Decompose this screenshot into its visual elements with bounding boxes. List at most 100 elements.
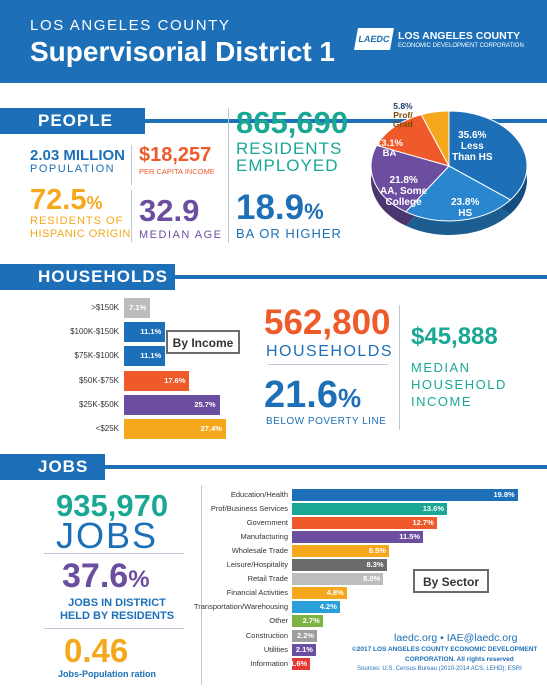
income-bar-label-100k-150k: $100K-$150K bbox=[70, 327, 119, 337]
people-divider-3 bbox=[228, 108, 229, 243]
median-household-income-label: MEDIAN HOUSEHOLD INCOME bbox=[411, 360, 507, 409]
pie-slice-hs bbox=[404, 165, 512, 222]
jobs-vertical-divider bbox=[201, 485, 202, 685]
pie-slice-less-than-hs bbox=[448, 110, 528, 201]
people-divider-1 bbox=[131, 145, 132, 185]
sector-bar-government: 12.7% bbox=[292, 517, 437, 530]
people-divider bbox=[145, 119, 547, 123]
header-subtitle: LOS ANGELES COUNTY bbox=[30, 17, 231, 34]
households-vertical-divider bbox=[399, 305, 400, 430]
sector-bar-label-leisure-hospitality: Leisure/Hospitality bbox=[226, 560, 288, 570]
sector-bar-leisure-hospitality: 8.3% bbox=[292, 559, 387, 572]
income-bar-value-50k-75k: 17.6% bbox=[164, 375, 186, 385]
jobs-stat-divider-2 bbox=[44, 628, 184, 629]
pie-label-hs: 23.8% HS bbox=[451, 197, 480, 219]
sector-bar-value-retail-trade: 8.0% bbox=[363, 574, 381, 584]
sector-bar-label-information: Information bbox=[250, 658, 288, 668]
pie-slice-ba bbox=[375, 114, 451, 167]
income-bar-75k-100k: 11.1% bbox=[124, 346, 166, 367]
jobs-divider bbox=[105, 465, 547, 469]
sector-bar-value-construction: 2.2% bbox=[296, 630, 315, 640]
sector-bar-utilities: 2.1% bbox=[292, 643, 316, 656]
education-pie-chart bbox=[370, 110, 528, 235]
households-count-value: 562,800 bbox=[264, 303, 391, 342]
sector-bar-label-other: Other bbox=[269, 616, 288, 626]
jobs-held-by-residents-value: 37.6% bbox=[62, 557, 150, 595]
residents-employed-label-2: EMPLOYED bbox=[236, 156, 339, 175]
footer-contact: laedc.org • IAE@laedc.org bbox=[394, 632, 518, 644]
jobs-stat-divider-1 bbox=[44, 553, 184, 554]
sector-bar-label-retail-trade: Retail Trade bbox=[247, 574, 288, 584]
income-bar-label-25k-50k: $25K-$50K bbox=[78, 399, 119, 409]
people-divider-2 bbox=[131, 190, 132, 242]
jobs-count-value: 935,970 bbox=[56, 488, 169, 523]
logo-tagline: ECONOMIC DEVELOPMENT CORPORATION bbox=[398, 43, 524, 49]
pie-label-ba: 13.1% BA bbox=[376, 138, 403, 159]
residents-employed-label-1: RESIDENTS bbox=[236, 139, 343, 158]
income-bar-value-75k-100k: 11.1% bbox=[140, 351, 162, 361]
sector-bar-transportation-warehousing: 4.2% bbox=[292, 601, 340, 614]
sector-bar-label-manufacturing: Manufacturing bbox=[240, 532, 288, 542]
sector-bar-financial-activities: 4.8% bbox=[292, 587, 347, 600]
sector-bar-label-construction: Construction bbox=[245, 630, 288, 640]
income-bar-label-75k-100k: $75K-$100K bbox=[74, 351, 119, 361]
sector-bar-information: 1.6% bbox=[290, 657, 311, 670]
pie-label-aa-some-college: 21.8% AA, Some College bbox=[380, 175, 428, 208]
hispanic-label-1: RESIDENTS OF bbox=[30, 215, 124, 227]
sector-bar-other: 2.7% bbox=[292, 615, 323, 628]
sector-bar-label-prof-business-services: Prof/Business Services bbox=[210, 504, 288, 514]
households-stat-divider bbox=[268, 364, 388, 365]
sector-bar-value-transportation-warehousing: 4.2% bbox=[319, 602, 337, 612]
residents-employed-value: 865,690 bbox=[236, 105, 349, 140]
poverty-label: BELOW POVERTY LINE bbox=[266, 416, 387, 427]
sector-bar-value-other: 2.7% bbox=[302, 616, 320, 626]
income-bar-label-under-25k: <$25K bbox=[95, 424, 119, 433]
income-bar-over-150k: 7.1% bbox=[124, 298, 151, 318]
footer-sources: Sources: U.S. Census Bureau (2010-2014 A… bbox=[357, 666, 522, 672]
jobs-held-by-residents-label: JOBS IN DISTRICT HELD BY RESIDENTS bbox=[59, 597, 175, 622]
jobs-population-ratio-value: 0.46 bbox=[64, 632, 129, 669]
header-banner bbox=[0, 0, 547, 83]
sector-bar-label-utilities: Utilities bbox=[263, 644, 288, 654]
sector-bar-label-transportation-warehousing: Transportation/Warehousing bbox=[193, 602, 288, 612]
sector-bar-retail-trade: 8.0% bbox=[292, 573, 384, 586]
jobs-heading: JOBS bbox=[0, 454, 105, 480]
jobs-count-label: JOBS bbox=[56, 515, 159, 556]
jobs-population-ratio-label: Jobs-Population ration bbox=[58, 669, 156, 679]
by-sector-callout: By Sector bbox=[413, 569, 489, 593]
sector-bar-label-financial-activities: Financial Activities bbox=[226, 588, 288, 598]
households-divider bbox=[175, 275, 547, 279]
income-bar-value-under-25k: 27.4% bbox=[200, 424, 222, 433]
income-bar-value-25k-50k: 25.7% bbox=[194, 399, 216, 409]
sector-bar-value-leisure-hospitality: 8.3% bbox=[366, 560, 384, 570]
sector-bar-label-government: Government bbox=[246, 518, 288, 528]
sector-bar-value-manufacturing: 11.5% bbox=[399, 532, 421, 542]
sector-bar-value-education-health: 19.8% bbox=[493, 490, 515, 499]
sector-bar-value-wholesale-trade: 8.5% bbox=[368, 546, 386, 556]
income-bar-value-over-150k: 7.1% bbox=[129, 303, 147, 312]
median-age-label: MEDIAN AGE bbox=[139, 229, 223, 241]
pie-label-less-than-hs: 35.6% Less Than HS bbox=[452, 130, 493, 163]
footer-copyright-1: ©2017 LOS ANGELES COUNTY ECONOMIC DEVELO… bbox=[352, 646, 538, 653]
logo-name: LOS ANGELES COUNTY bbox=[398, 30, 521, 42]
sector-bar-label-education-health: Education/Health bbox=[230, 490, 288, 499]
sector-bar-education-health: 19.8% bbox=[292, 489, 518, 501]
per-capita-income-label: PER CAPITA INCOME bbox=[139, 167, 215, 176]
laedc-logo-mark: LAEDC bbox=[354, 28, 394, 50]
sector-bar-value-prof-business-services: 13.6% bbox=[422, 504, 445, 514]
income-bar-label-over-150k: >$150K bbox=[91, 303, 119, 312]
income-bar-under-25k: 27.4% bbox=[124, 419, 226, 439]
population-label: POPULATION bbox=[30, 163, 116, 175]
per-capita-income-value: $18,257 bbox=[139, 144, 212, 166]
ba-or-higher-value: 18.9% bbox=[236, 188, 324, 227]
hispanic-value: 72.5% bbox=[30, 184, 103, 216]
by-income-callout: By Income bbox=[166, 330, 240, 354]
sector-bar-label-wholesale-trade: Wholesale Trade bbox=[231, 546, 288, 556]
sector-bar-prof-business-services: 13.6% bbox=[292, 503, 448, 516]
income-bar-50k-75k: 17.6% bbox=[124, 370, 190, 391]
ba-or-higher-label: BA OR HIGHER bbox=[236, 226, 342, 241]
income-bar-label-50k-75k: $50K-$75K bbox=[78, 375, 119, 385]
income-bar-25k-50k: 25.7% bbox=[124, 394, 220, 415]
households-heading: HOUSEHOLDS bbox=[0, 264, 175, 290]
page-title: Supervisorial District 1 bbox=[30, 36, 336, 67]
